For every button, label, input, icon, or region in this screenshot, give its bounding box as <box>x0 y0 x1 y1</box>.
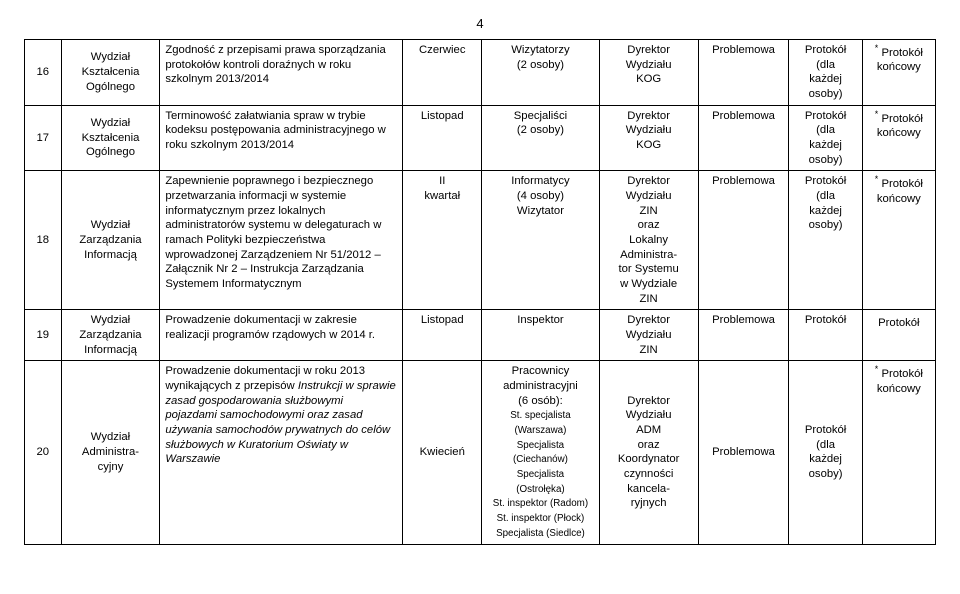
type: Problemowa <box>698 40 789 106</box>
table-row: 20 Wydział Administra- cyjny Prowadzenie… <box>25 361 936 544</box>
period: Kwiecień <box>403 361 482 544</box>
subject: Zapewnienie poprawnego i bezpiecznego pr… <box>160 171 403 310</box>
protocol: Protokół (dla każdej osoby) <box>789 105 862 171</box>
row-number: 19 <box>25 310 62 361</box>
director: Dyrektor Wydziału KOG <box>599 105 698 171</box>
row-number: 16 <box>25 40 62 106</box>
subject: Zgodność z przepisami prawa sporządzania… <box>160 40 403 106</box>
department: Wydział Zarządzania Informacją <box>61 310 160 361</box>
type: Problemowa <box>698 310 789 361</box>
main-table: 16 Wydział Kształcenia Ogólnego Zgodność… <box>24 39 936 545</box>
protocol: Protokół (dla każdej osoby) <box>789 361 862 544</box>
type: Problemowa <box>698 361 789 544</box>
table-row: 18 Wydział Zarządzania Informacją Zapewn… <box>25 171 936 310</box>
period: Listopad <box>403 310 482 361</box>
protocol: Protokół (dla każdej osoby) <box>789 171 862 310</box>
subject: Prowadzenie dokumentacji w zakresie real… <box>160 310 403 361</box>
type: Problemowa <box>698 171 789 310</box>
department: Wydział Kształcenia Ogólnego <box>61 105 160 171</box>
subject: Terminowość załatwiania spraw w trybie k… <box>160 105 403 171</box>
protocol: Protokół (dla każdej osoby) <box>789 40 862 106</box>
row-number: 17 <box>25 105 62 171</box>
who: Informatycy (4 osoby) Wizytator <box>482 171 600 310</box>
who: Specjaliści (2 osoby) <box>482 105 600 171</box>
department: Wydział Kształcenia Ogólnego <box>61 40 160 106</box>
row-number: 20 <box>25 361 62 544</box>
end-protocol: * Protokół końcowy <box>862 171 935 310</box>
period: Czerwiec <box>403 40 482 106</box>
end-protocol: * Protokół końcowy <box>862 361 935 544</box>
department: Wydział Administra- cyjny <box>61 361 160 544</box>
protocol: Protokół <box>789 310 862 361</box>
row-number: 18 <box>25 171 62 310</box>
type: Problemowa <box>698 105 789 171</box>
who: Inspektor <box>482 310 600 361</box>
end-protocol: Protokół <box>862 310 935 361</box>
department: Wydział Zarządzania Informacją <box>61 171 160 310</box>
director: Dyrektor Wydziału ADM oraz Koordynator c… <box>599 361 698 544</box>
who: Wizytatorzy (2 osoby) <box>482 40 600 106</box>
table-row: 17 Wydział Kształcenia Ogólnego Terminow… <box>25 105 936 171</box>
page-number: 4 <box>24 16 936 31</box>
end-protocol: * Protokół końcowy <box>862 105 935 171</box>
period: Listopad <box>403 105 482 171</box>
director: Dyrektor Wydziału ZIN <box>599 310 698 361</box>
table-row: 16 Wydział Kształcenia Ogólnego Zgodność… <box>25 40 936 106</box>
director: Dyrektor Wydziału KOG <box>599 40 698 106</box>
who: Pracownicyadministracyjni(6 osób):St. sp… <box>482 361 600 544</box>
table-row: 19 Wydział Zarządzania Informacją Prowad… <box>25 310 936 361</box>
period: II kwartał <box>403 171 482 310</box>
end-protocol: * Protokół końcowy <box>862 40 935 106</box>
subject: Prowadzenie dokumentacji w roku 2013 wyn… <box>160 361 403 544</box>
director: Dyrektor Wydziału ZIN oraz Lokalny Admin… <box>599 171 698 310</box>
